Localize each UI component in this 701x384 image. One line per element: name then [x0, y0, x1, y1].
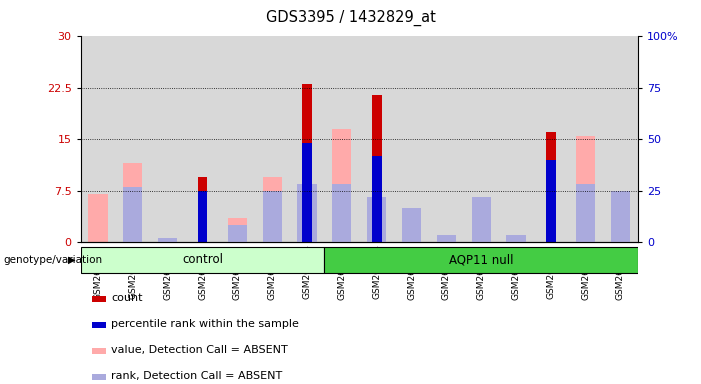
Bar [372, 95, 381, 242]
Bar [506, 235, 526, 242]
Bar [359, 36, 394, 242]
Bar [611, 190, 630, 242]
Bar [302, 84, 312, 242]
Bar [150, 36, 185, 242]
Bar [402, 208, 421, 242]
Bar [429, 36, 464, 242]
Bar [546, 160, 556, 242]
Text: GDS3395 / 1432829_at: GDS3395 / 1432829_at [266, 10, 435, 26]
Bar [116, 36, 150, 242]
Bar [228, 218, 247, 242]
Bar [290, 36, 325, 242]
Bar [464, 36, 498, 242]
Bar [325, 36, 359, 242]
Bar [576, 136, 595, 242]
Bar [437, 235, 456, 242]
Bar [92, 322, 106, 328]
Bar [402, 208, 421, 242]
Bar [92, 348, 106, 354]
Text: AQP11 null: AQP11 null [449, 253, 513, 266]
Text: ▶: ▶ [68, 255, 76, 265]
Bar [123, 187, 142, 242]
Bar [302, 142, 312, 242]
Bar [92, 296, 106, 302]
Bar [576, 184, 595, 242]
Bar [88, 194, 108, 242]
Text: rank, Detection Call = ABSENT: rank, Detection Call = ABSENT [111, 371, 283, 381]
Bar [367, 197, 386, 242]
Text: count: count [111, 293, 143, 303]
Bar [92, 374, 106, 380]
Bar [569, 36, 603, 242]
Bar [263, 190, 282, 242]
Bar [394, 36, 429, 242]
Bar [263, 177, 282, 242]
Bar [603, 36, 638, 242]
Text: percentile rank within the sample: percentile rank within the sample [111, 319, 299, 329]
Bar [228, 225, 247, 242]
Bar [81, 36, 116, 242]
Bar [198, 177, 207, 242]
Bar [297, 184, 317, 242]
Bar [158, 238, 177, 242]
Bar [372, 156, 381, 242]
Bar [498, 36, 533, 242]
Bar [297, 184, 317, 242]
FancyBboxPatch shape [81, 247, 325, 273]
Bar [472, 201, 491, 242]
Text: value, Detection Call = ABSENT: value, Detection Call = ABSENT [111, 345, 288, 355]
Text: genotype/variation: genotype/variation [4, 255, 102, 265]
Bar [533, 36, 569, 242]
Bar [123, 163, 142, 242]
Bar [198, 190, 207, 242]
Bar [472, 197, 491, 242]
Bar [185, 36, 220, 242]
FancyBboxPatch shape [325, 247, 638, 273]
Bar [332, 184, 351, 242]
Bar [546, 132, 556, 242]
Bar [220, 36, 254, 242]
Text: control: control [182, 253, 223, 266]
Bar [332, 129, 351, 242]
Bar [611, 190, 630, 242]
Bar [254, 36, 290, 242]
